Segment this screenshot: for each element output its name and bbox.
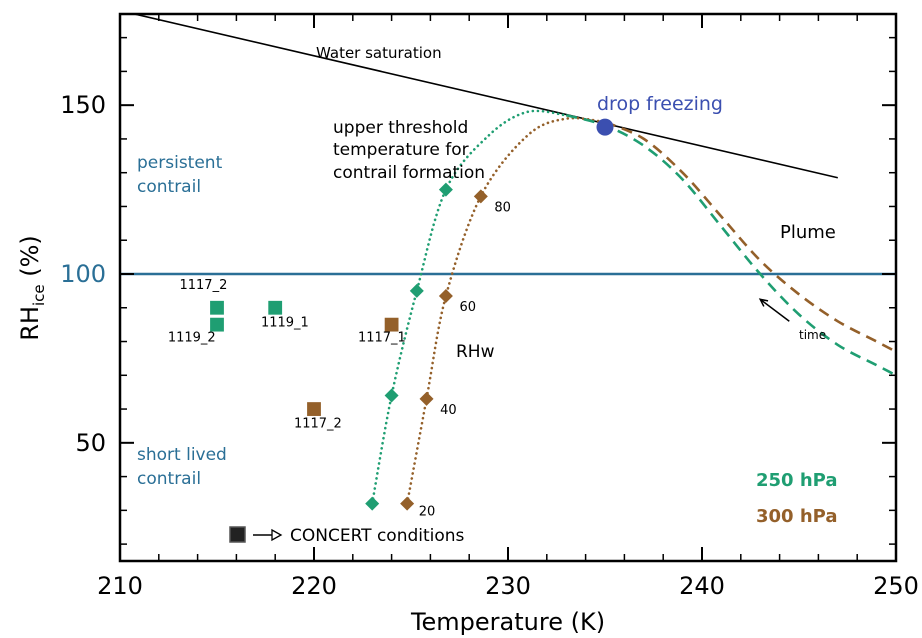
legend-250-hpa: 250 hPa [756, 470, 838, 491]
concert-legend-arrow-head [271, 528, 283, 542]
threshold-label-3: contrail formation [333, 163, 485, 183]
y-tick-label: 100 [60, 260, 106, 288]
threshold-marker-300hpa [473, 189, 488, 204]
time-label: time [799, 328, 826, 342]
time-arrow-head [758, 298, 769, 307]
rhw-value-label: 60 [460, 300, 477, 315]
concert-legend-square [229, 526, 246, 543]
threshold-marker-250hpa [365, 496, 380, 511]
x-axis-label: Temperature (K) [410, 608, 605, 636]
y-axis-label-main: RH [16, 306, 44, 341]
legend-300-hpa: 300 hPa [756, 506, 838, 527]
concert-square-label: 1117_2 [179, 278, 227, 293]
rhw-value-label: 40 [440, 403, 457, 418]
persistent-contrail-label-1: persistent [137, 153, 223, 173]
concert-square [305, 400, 323, 418]
threshold-label-1: upper threshold [333, 118, 468, 138]
drop-freezing-point [596, 118, 614, 136]
threshold-marker-250hpa [438, 182, 453, 197]
water-saturation-label: Water saturation [316, 44, 442, 62]
rhw-value-label: 20 [419, 504, 436, 519]
threshold-label-2: temperature for [333, 140, 469, 160]
x-tick-label: 240 [679, 572, 725, 600]
plume-label: Plume [780, 222, 836, 243]
short-lived-contrail-label-1: short lived [137, 445, 227, 465]
water-saturation-line [130, 14, 838, 179]
time-arrow-line [759, 298, 790, 322]
concert-square [208, 299, 226, 316]
rhw-label: RHw [456, 342, 495, 362]
x-tick-label: 210 [97, 572, 143, 600]
concert-square [208, 316, 226, 333]
x-tick-label: 220 [291, 572, 337, 600]
concert-square [267, 299, 284, 316]
y-axis-label-unit: (%) [16, 235, 44, 284]
y-tick-label: 150 [60, 91, 106, 119]
y-axis-label: RHice (%) [16, 235, 48, 341]
drop-freezing-label: drop freezing [597, 93, 723, 115]
threshold-marker-300hpa [419, 391, 434, 406]
threshold-marker-300hpa [438, 288, 453, 303]
y-tick-label: 50 [75, 429, 106, 457]
concert-legend-label: CONCERT conditions [290, 526, 465, 546]
concert-square [383, 316, 400, 333]
concert-square-label: 1119_2 [168, 331, 216, 346]
x-tick-label: 250 [873, 572, 919, 600]
threshold-marker-300hpa [400, 496, 415, 511]
persistent-contrail-label-2: contrail [137, 177, 201, 197]
y-axis-label-sub: ice [30, 284, 48, 306]
concert-square-label: 1117_2 [294, 417, 342, 432]
threshold-marker-250hpa [384, 388, 399, 403]
threshold-marker-250hpa [409, 283, 424, 298]
rhw-value-label: 80 [494, 201, 511, 216]
plume-curve-250hpa [565, 114, 896, 377]
concert-square-label: 1119_1 [261, 315, 309, 330]
concert-square-label: 1117_1 [358, 331, 406, 346]
x-tick-label: 230 [485, 572, 531, 600]
plume-curve-300hpa [604, 120, 896, 353]
short-lived-contrail-label-2: contrail [137, 469, 201, 489]
